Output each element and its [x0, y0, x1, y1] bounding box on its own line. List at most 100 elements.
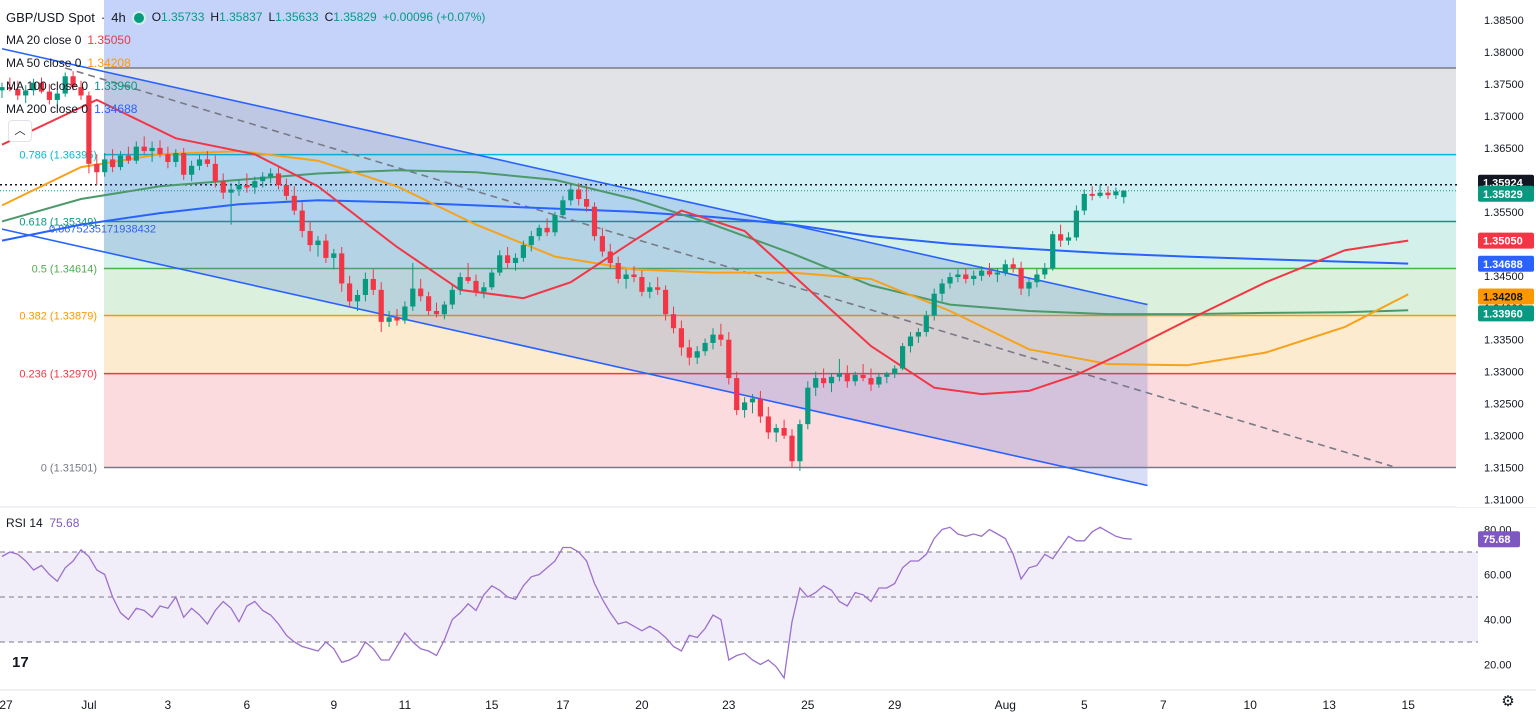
price-badge-label: 1.35050 — [1483, 236, 1523, 248]
candle-body — [38, 82, 45, 92]
candle-body — [173, 153, 179, 162]
candle-body — [212, 163, 218, 182]
candle-body — [260, 176, 266, 182]
candle-body — [1010, 264, 1016, 269]
candle-body — [410, 288, 416, 307]
price-tick-label: 1.36500 — [1484, 143, 1524, 155]
candle-body — [971, 275, 977, 279]
fib-zone — [104, 268, 1456, 316]
candle-body — [631, 274, 637, 278]
candle-body — [615, 262, 621, 279]
fib-level-label: 0.5 (1.34614) — [32, 263, 97, 275]
candle-body — [236, 184, 242, 190]
candle-body — [141, 146, 147, 152]
candle-body — [765, 416, 771, 433]
candle-body — [1105, 192, 1111, 196]
candle-body — [149, 147, 155, 152]
candle-body — [268, 173, 274, 177]
candle-body — [102, 159, 108, 173]
time-tick-label: Aug — [995, 698, 1016, 712]
candle-body — [117, 155, 124, 168]
ma200-line — [1, 199, 1409, 265]
ohlc-change: +0.00096 (+0.07%) — [382, 10, 486, 24]
fib-zone — [104, 315, 1456, 374]
candle-body — [299, 210, 305, 232]
price-badge — [1478, 288, 1534, 305]
candle-body — [955, 274, 961, 278]
time-tick-label: 29 — [888, 698, 902, 712]
candle-body — [963, 274, 969, 279]
candle-body — [536, 227, 542, 237]
candle-body — [923, 315, 929, 333]
indicator-ma50[interactable]: MA 50 close 0 1.34208 — [6, 56, 131, 70]
rsi-legend[interactable]: RSI 14 75.68 — [6, 516, 80, 530]
candle-body — [307, 231, 313, 246]
time-tick-label: 15 — [485, 698, 499, 712]
candle-body — [599, 236, 605, 252]
candle-body — [860, 374, 866, 379]
symbol-name[interactable]: GBP/USD Spot — [6, 10, 95, 25]
candle-body — [1002, 264, 1008, 273]
candle-body — [449, 289, 455, 305]
rsi-tick-label: 40.00 — [1484, 615, 1512, 627]
fib-level-label: 0.236 (1.32970) — [19, 369, 97, 381]
rsi-tick-label: 20.00 — [1484, 660, 1512, 672]
time-tick-label: 25 — [801, 698, 815, 712]
candle-body — [947, 277, 953, 284]
collapse-arrow-icon[interactable]: ︿ — [8, 120, 32, 142]
candle-body — [181, 153, 187, 175]
time-axis: 27 Jul 3 6 9 11 15 17 20 23 25 29 Aug 5 7 10 13 15 — [0, 698, 1415, 712]
candle-body — [275, 173, 282, 185]
ma20-line — [1, 98, 1409, 396]
candle-body — [1026, 282, 1032, 289]
candle-body — [836, 372, 842, 377]
fib-level-label: 0.786 (1.36395) — [19, 150, 97, 162]
candle-body — [331, 253, 337, 258]
interval-label[interactable]: 4h — [111, 10, 126, 25]
candle-body — [568, 189, 574, 201]
eye-dot-icon[interactable] — [131, 10, 146, 25]
time-tick-label: 23 — [722, 698, 736, 712]
candle-body — [931, 293, 937, 316]
fib-zone-top — [104, 0, 1456, 68]
tradingview-logo-icon[interactable]: 17 — [12, 654, 29, 671]
candle-body — [497, 255, 503, 273]
candle-body — [78, 87, 84, 96]
ohlc-high: H1.35837 — [210, 10, 263, 24]
symbol-row[interactable]: GBP/USD Spot · 4h O1.35733 H1.35837 L1.3… — [6, 6, 485, 29]
candle-body — [876, 376, 882, 385]
candle-body — [283, 184, 289, 196]
candle-body — [694, 351, 700, 358]
candle-body — [884, 374, 890, 377]
candle-body — [915, 332, 921, 337]
fib-zone — [104, 221, 1456, 269]
candle-body — [639, 277, 645, 292]
candle-body — [1113, 191, 1119, 196]
candle-body — [805, 387, 811, 425]
indicator-ma20[interactable]: MA 20 close 0 1.35050 — [6, 33, 131, 47]
candle-body — [647, 287, 653, 292]
fib-zone — [104, 154, 1456, 222]
candle-body — [220, 181, 226, 193]
candle-body — [757, 398, 763, 417]
indicator-ma200[interactable]: MA 200 close 0 1.34688 — [6, 102, 138, 116]
price-tick-label: 1.33500 — [1484, 335, 1524, 347]
candle-body — [749, 398, 756, 403]
gear-icon[interactable]: ⚙ — [1501, 693, 1515, 710]
candle-body — [813, 378, 819, 388]
time-tick-label: 7 — [1160, 698, 1167, 712]
channel-upper-line — [1, 47, 1148, 306]
candle-body — [441, 304, 447, 315]
candle-body — [552, 215, 558, 233]
candle-body — [189, 165, 195, 175]
fib-zone — [104, 373, 1456, 468]
candle-body — [339, 253, 345, 284]
rsi-tick-label: 60.00 — [1484, 570, 1512, 582]
candle-body — [394, 317, 400, 321]
price-badge — [1478, 185, 1534, 202]
indicator-ma100[interactable]: MA 100 close 0 1.33960 — [6, 79, 138, 93]
channel-mid-dashed-line — [64, 67, 1393, 468]
candle-body — [1065, 237, 1072, 241]
candle-body — [473, 280, 479, 292]
